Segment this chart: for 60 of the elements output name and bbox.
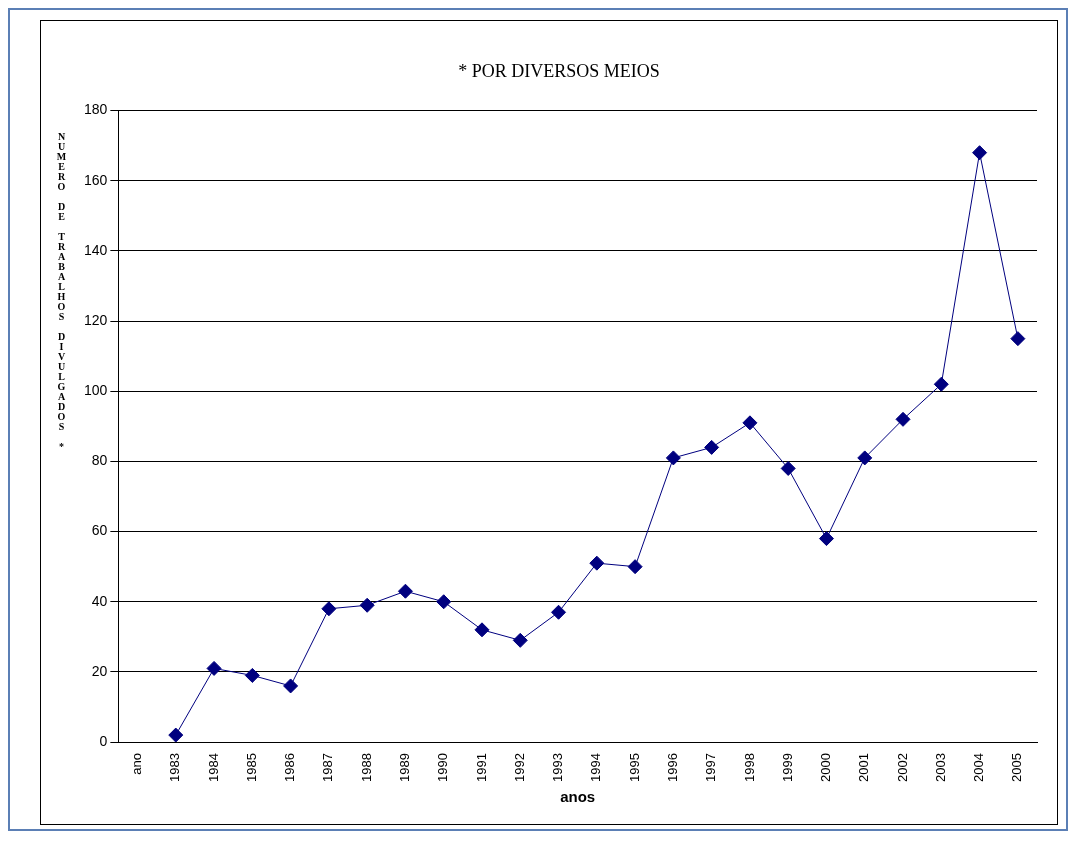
x-tick-label: 1994 [588, 753, 604, 782]
x-tick-label: ano [129, 753, 145, 775]
y-tick-label: 20 [91, 662, 108, 679]
x-tick-label: 1983 [167, 753, 183, 782]
y-tick-label: 100 [84, 382, 108, 399]
point [665, 450, 681, 466]
y-tick-label: 140 [84, 241, 108, 258]
x-tick-label: 2001 [856, 753, 872, 782]
point [551, 604, 567, 620]
point [933, 376, 949, 392]
x-tick-label: 2005 [1009, 753, 1025, 782]
y-axis-title: NUMERO DE TRABALHOS DIVULGADOS * [56, 131, 67, 453]
point [436, 594, 452, 610]
x-tick-label: 1985 [243, 753, 259, 782]
point [397, 583, 413, 599]
point [206, 660, 222, 676]
x-tick-label: 1986 [282, 753, 298, 782]
point [742, 415, 758, 431]
point [283, 678, 299, 694]
x-tick-label: 2002 [894, 753, 910, 782]
x-tick-label: 1984 [205, 753, 221, 782]
chart-title: * POR DIVERSOS MEIOS [458, 60, 660, 81]
x-tick-label: 2004 [971, 753, 987, 782]
point [704, 439, 720, 455]
point [972, 145, 988, 161]
point [244, 667, 260, 683]
point [589, 555, 605, 571]
x-axis-title: anos [560, 788, 596, 806]
x-tick-label: 2003 [932, 753, 948, 782]
y-tick-label: 60 [91, 522, 108, 539]
point [321, 601, 337, 617]
point [359, 597, 375, 613]
y-tick-label: 0 [99, 732, 108, 749]
point [512, 632, 528, 648]
x-tick-label: 1992 [511, 753, 527, 782]
y-tick-label: 80 [91, 452, 108, 469]
x-tick-label: 1996 [664, 753, 680, 782]
y-tick-label: 180 [84, 101, 108, 118]
point [780, 460, 796, 476]
point [895, 411, 911, 427]
y-tick-label: 120 [84, 311, 108, 328]
x-tick-label: 1995 [626, 753, 642, 782]
point [474, 622, 490, 638]
x-tick-label: 1998 [741, 753, 757, 782]
x-tick-label: 1997 [703, 753, 719, 782]
x-tick-label: 1991 [473, 753, 489, 782]
x-tick-label: 1993 [550, 753, 566, 782]
point [627, 559, 643, 575]
point [857, 450, 873, 466]
y-tick-label: 160 [84, 171, 108, 188]
x-tick-label: 2000 [818, 753, 834, 782]
x-tick-label: 1990 [435, 753, 451, 782]
x-tick-label: 1999 [779, 753, 795, 782]
point [818, 531, 834, 547]
x-tick-label: 1989 [397, 753, 413, 782]
point [168, 727, 184, 743]
point [1010, 331, 1026, 347]
x-tick-label: 1988 [358, 753, 374, 782]
x-tick-label: 1987 [320, 753, 336, 782]
y-tick-label: 40 [91, 592, 108, 609]
